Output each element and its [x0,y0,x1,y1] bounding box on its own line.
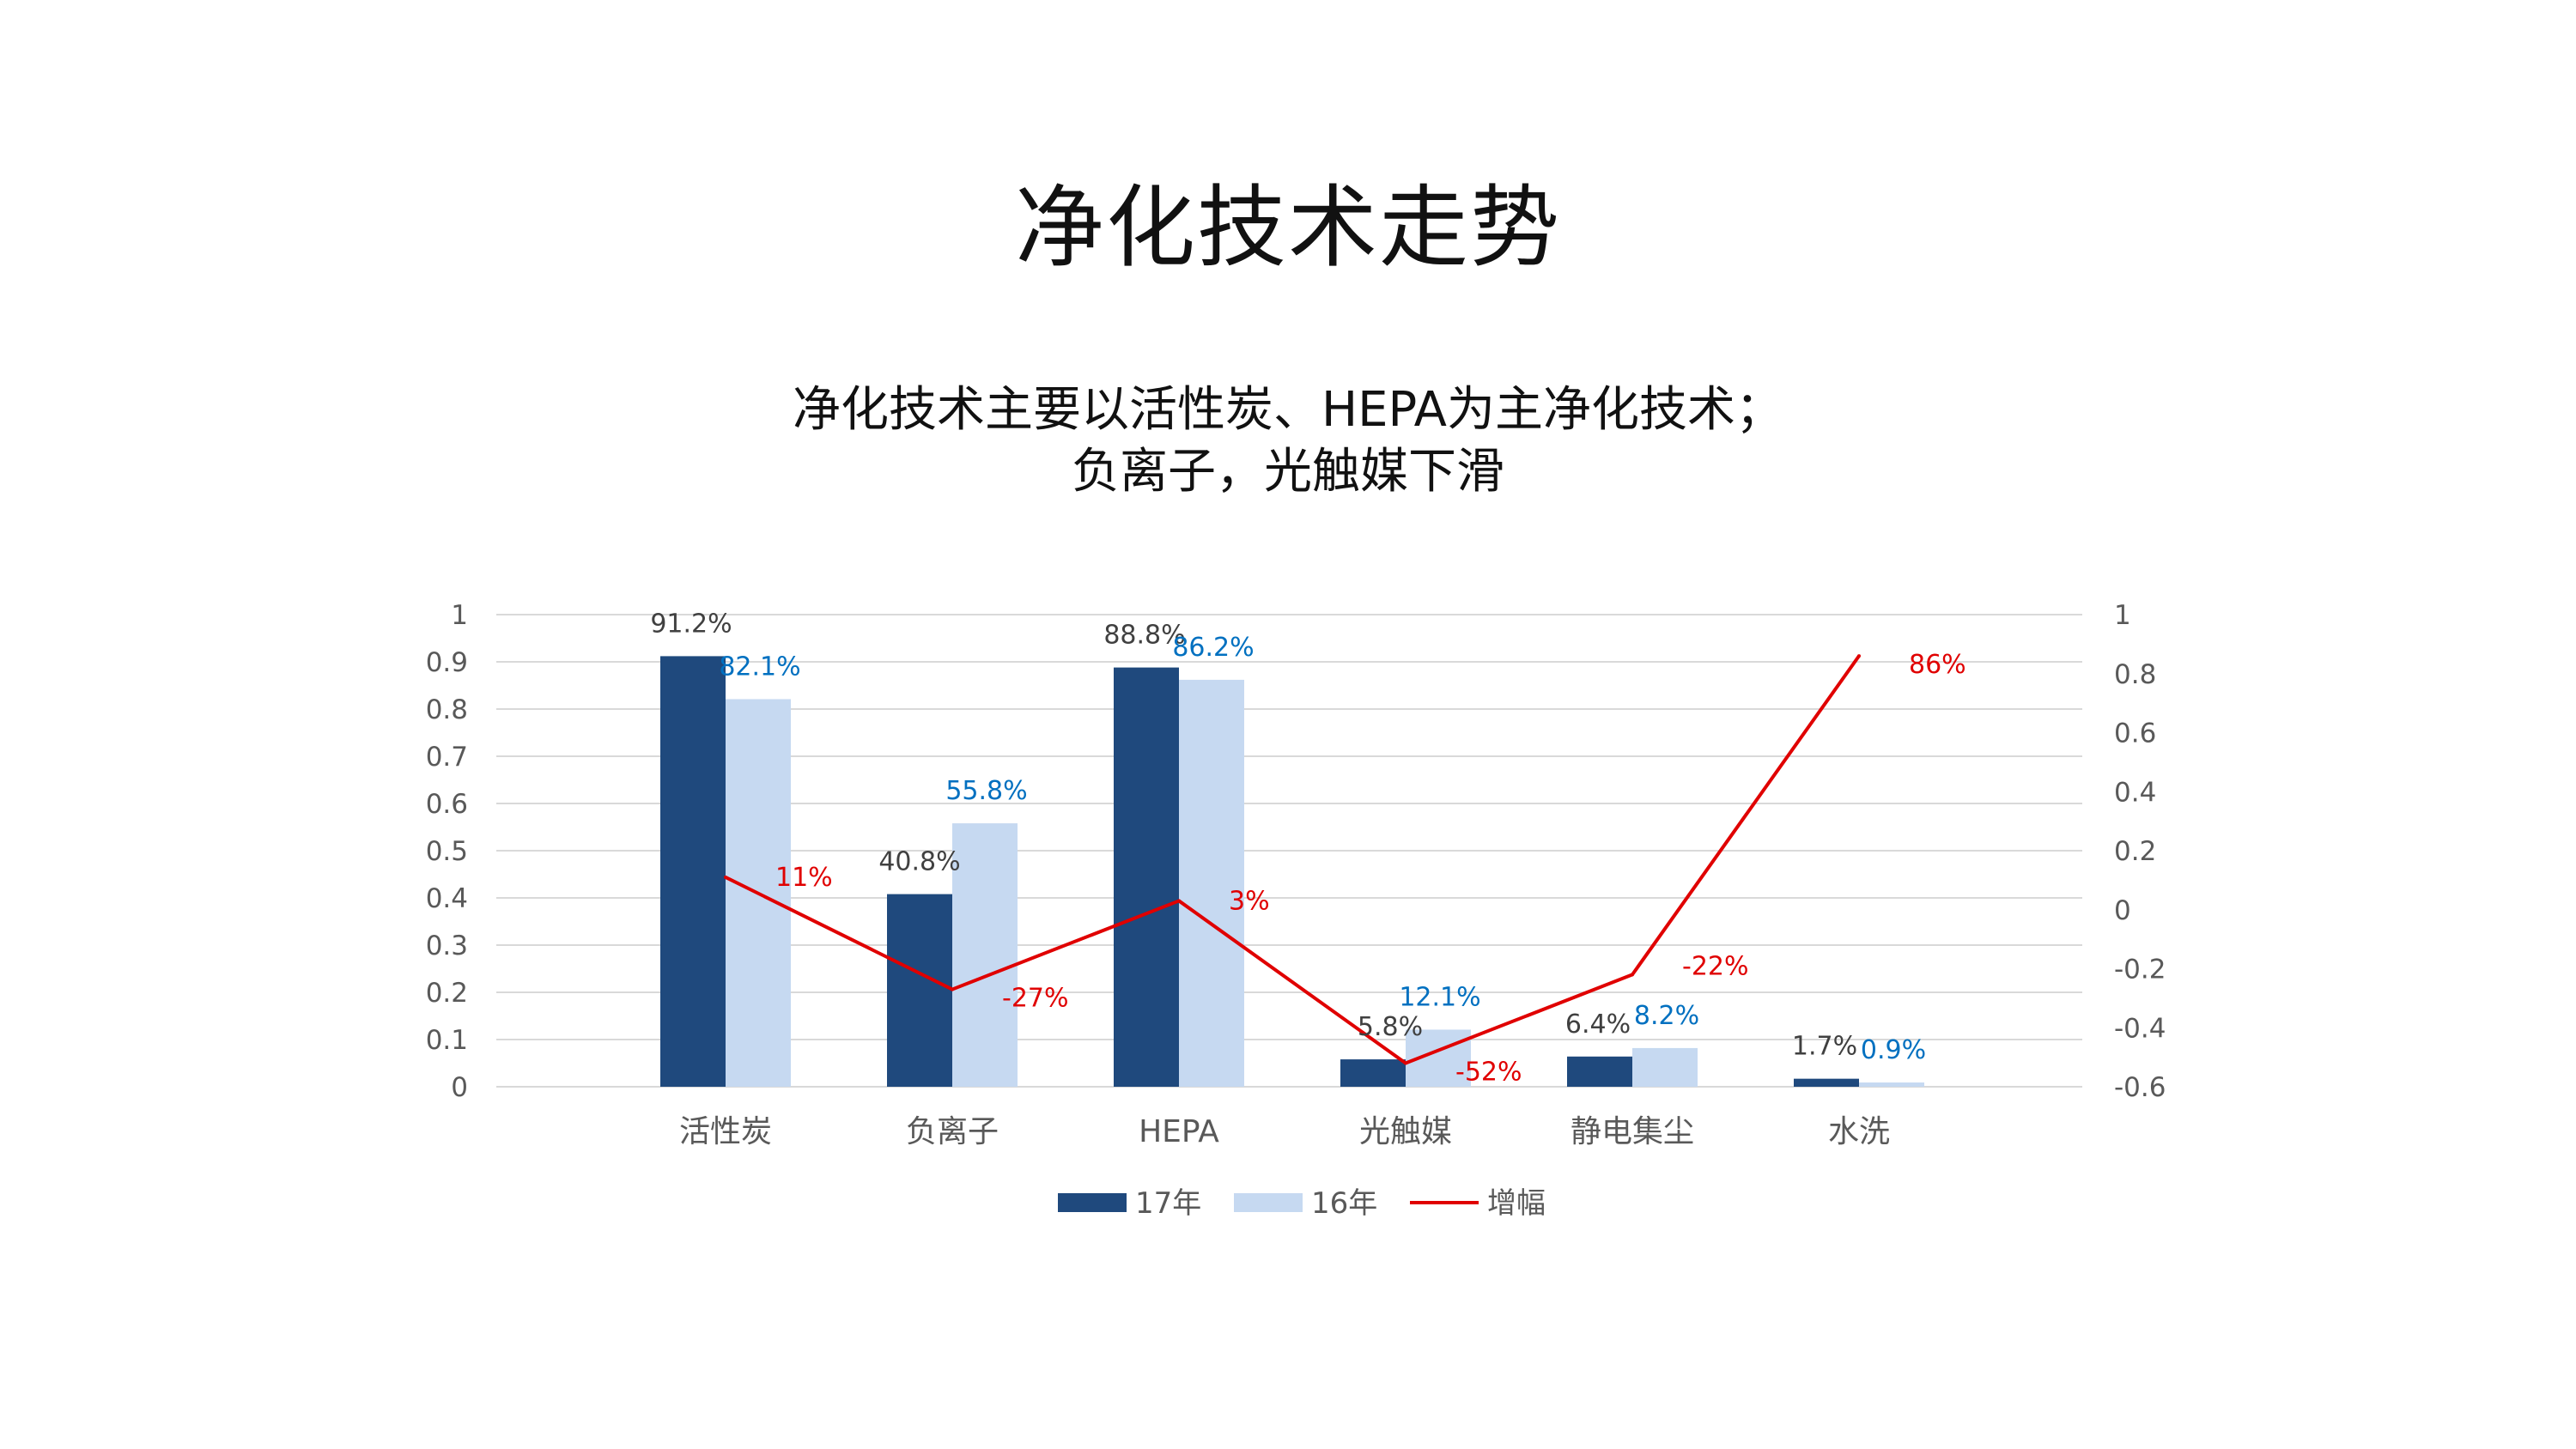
legend-label: 16年 [1311,1186,1377,1221]
data-label: 1.7% [1792,1032,1857,1062]
data-label: 82.1% [719,652,800,682]
subtitle-line-1: 净化技术主要以活性炭、HEPA为主净化技术； [793,382,1783,438]
right-tick-label: 0.8 [2114,659,2156,690]
data-label: 86.2% [1172,633,1254,663]
data-label: 55.8% [945,776,1027,806]
data-labels: 91.2% 40.8% 88.8% 5.8% 6.4% 1.7% 82.1% 55.8% 86.… [650,609,1965,1087]
left-tick-label: 0.4 [426,883,468,914]
bar-17年-负离子 [887,894,952,1087]
right-tick-label: 0.6 [2114,718,2156,749]
left-tick-label: 0.8 [426,694,468,725]
left-tick-label: 0.9 [426,647,468,678]
data-label: 6.4% [1565,1009,1631,1040]
right-tick-label: -0.2 [2114,955,2166,985]
growth-label: -52% [1455,1058,1522,1088]
bar-16年-水洗 [1859,1082,1924,1087]
page-title: 净化技术走势 [1014,175,1561,280]
data-label: 5.8% [1358,1012,1423,1042]
category-label: 水洗 [1828,1114,1890,1149]
growth-label: 11% [775,863,833,893]
bar-17年-水洗 [1794,1078,1859,1087]
right-tick-label: 0.2 [2114,836,2156,867]
growth-point [1177,899,1181,903]
bar-17年-光触媒 [1340,1059,1406,1087]
bars [660,656,1924,1087]
bar-16年-负离子 [952,823,1018,1087]
bar-16年-静电集尘 [1632,1047,1698,1087]
right-tick-label: -0.4 [2114,1013,2166,1044]
category-label: 静电集尘 [1571,1114,1694,1149]
right-tick-label: 0.4 [2114,777,2156,808]
growth-point [1631,973,1634,977]
left-tick-label: 0.5 [426,836,468,867]
legend: 17年 16年 增幅 [1058,1186,1546,1221]
legend-label: 17年 [1135,1186,1201,1221]
growth-label: 3% [1229,886,1270,916]
data-label: 40.8% [878,847,960,877]
legend-swatch [1234,1193,1303,1212]
left-tick-label: 0.3 [426,931,468,961]
growth-point [951,987,954,991]
growth-point [1857,654,1861,658]
category-label: HEPA [1139,1114,1219,1149]
right-tick-label: -0.6 [2114,1072,2166,1103]
growth-label: -27% [1002,984,1069,1014]
right-tick-label: 0 [2114,895,2131,926]
data-label: 12.1% [1399,982,1480,1012]
left-tick-label: 0.2 [426,978,468,1009]
data-label: 8.2% [1634,1001,1699,1031]
data-label: 91.2% [650,609,732,639]
left-axis-ticks: 0 0.1 0.2 0.3 0.4 0.5 0.6 0.7 0.8 0.9 1 [426,600,468,1103]
subtitle-line-2: 负离子，光触媒下滑 [1072,444,1504,500]
category-labels: 活性炭 负离子 HEPA 光触媒 静电集尘 水洗 [679,1114,1890,1149]
bar-17年-活性炭 [660,656,726,1087]
bar-16年-HEPA [1179,679,1244,1087]
growth-point [724,875,727,879]
left-tick-label: 0.6 [426,789,468,820]
growth-line [724,654,1861,1065]
growth-polyline [725,654,1861,1065]
growth-point [1404,1061,1407,1065]
left-tick-label: 0 [451,1072,468,1103]
right-axis-ticks: -0.6 -0.4 -0.2 0 0.2 0.4 0.6 0.8 1 [2114,600,2166,1103]
growth-label: -22% [1682,951,1749,981]
left-tick-label: 1 [451,600,468,631]
bar-17年-静电集尘 [1567,1056,1632,1087]
data-label: 88.8% [1103,621,1185,651]
left-tick-label: 0.1 [426,1025,468,1056]
data-label: 0.9% [1861,1035,1926,1065]
category-label: 光触媒 [1359,1114,1452,1149]
right-tick-label: 1 [2114,600,2131,631]
bar-17年-HEPA [1114,667,1179,1087]
category-label: 负离子 [906,1114,999,1149]
legend-label: 增幅 [1487,1186,1546,1221]
growth-label: 86% [1909,650,1966,680]
category-label: 活性炭 [679,1114,772,1149]
left-tick-label: 0.7 [426,742,468,773]
legend-swatch [1058,1193,1127,1212]
